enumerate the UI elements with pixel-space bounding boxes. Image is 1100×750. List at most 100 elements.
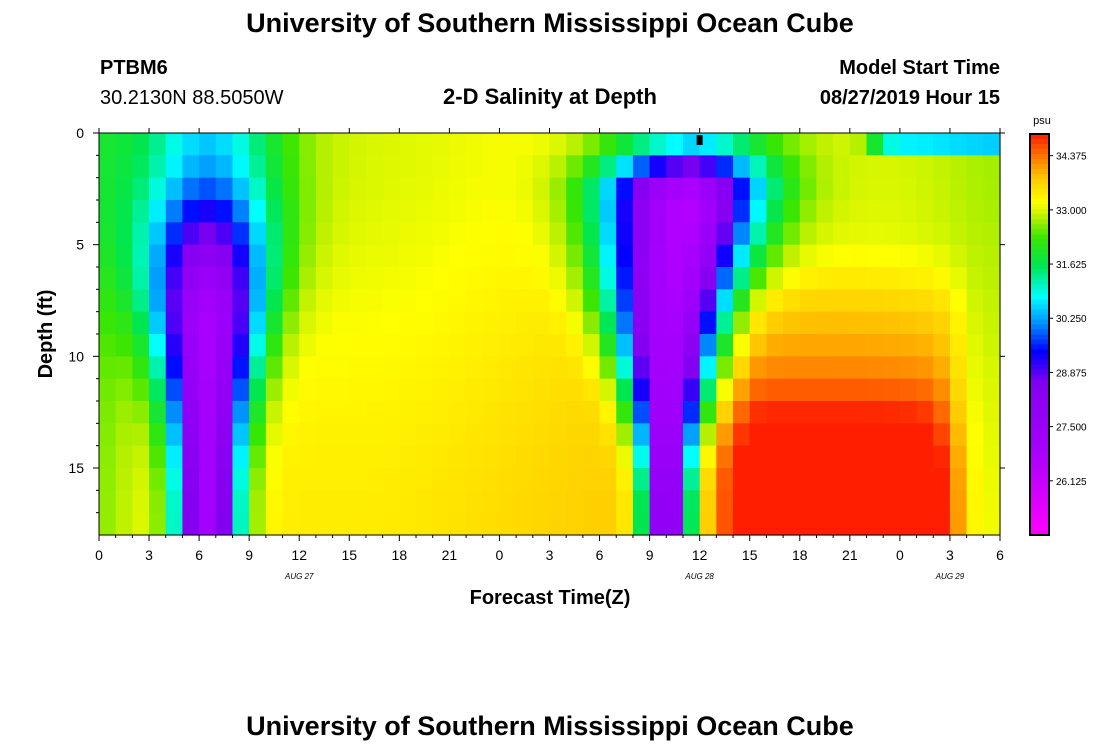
heatmap-cell bbox=[382, 311, 400, 335]
heatmap-cell bbox=[632, 490, 651, 514]
heatmap-cell bbox=[199, 334, 217, 357]
heatmap-cell bbox=[716, 155, 734, 179]
heatmap-cell bbox=[299, 133, 317, 156]
heatmap-cell bbox=[866, 356, 884, 380]
heatmap-cell bbox=[966, 512, 984, 536]
colorbar-segment bbox=[1030, 259, 1049, 265]
colorbar-segment bbox=[1030, 289, 1049, 295]
heatmap-cell bbox=[566, 222, 584, 246]
heatmap-cell bbox=[215, 289, 234, 313]
heatmap-cell bbox=[416, 468, 434, 491]
heatmap-cell bbox=[816, 267, 834, 290]
heatmap-cell bbox=[899, 267, 918, 290]
heatmap-cell bbox=[899, 490, 918, 514]
heatmap-cell bbox=[899, 468, 918, 491]
plot-title: 2-D Salinity at Depth bbox=[443, 84, 657, 109]
heatmap-cell bbox=[115, 512, 133, 536]
colorbar-segment bbox=[1030, 434, 1049, 441]
colorbar-segment bbox=[1030, 139, 1049, 145]
heatmap-cell bbox=[249, 423, 267, 447]
heatmap-cell bbox=[733, 177, 751, 201]
heatmap-cell bbox=[883, 177, 901, 201]
heatmap-cell bbox=[365, 445, 384, 469]
heatmap-cell bbox=[866, 200, 884, 223]
heatmap-cell bbox=[299, 512, 317, 536]
heatmap-cell bbox=[766, 289, 784, 313]
heatmap-cell bbox=[716, 222, 734, 246]
heatmap-cell bbox=[649, 378, 667, 402]
heatmap-cell bbox=[849, 401, 868, 424]
colorbar-tick-label: 31.625 bbox=[1056, 260, 1087, 271]
heatmap-cell bbox=[582, 334, 601, 357]
heatmap-cell bbox=[182, 222, 200, 246]
heatmap-cell bbox=[416, 423, 434, 447]
heatmap-cell bbox=[749, 423, 768, 447]
heatmap-cell bbox=[966, 378, 984, 402]
heatmap-cell bbox=[933, 468, 951, 491]
heatmap-cell bbox=[99, 512, 117, 536]
heatmap-cell bbox=[616, 401, 634, 424]
heatmap-cell bbox=[149, 334, 167, 357]
heatmap-cell bbox=[766, 133, 784, 156]
heatmap-cell bbox=[182, 155, 200, 179]
heatmap-cell bbox=[315, 401, 334, 424]
heatmap-cell bbox=[816, 334, 834, 357]
heatmap-cell bbox=[649, 334, 667, 357]
heatmap-cell bbox=[749, 177, 768, 201]
heatmap-cell bbox=[783, 423, 801, 447]
heatmap-cell bbox=[632, 177, 651, 201]
heatmap-cell bbox=[215, 490, 234, 514]
heatmap-cell bbox=[382, 334, 400, 357]
heatmap-cell bbox=[416, 334, 434, 357]
heatmap-cell bbox=[466, 311, 484, 335]
heatmap-cell bbox=[783, 356, 801, 380]
heatmap-cell bbox=[549, 244, 567, 268]
heatmap-cell bbox=[716, 378, 734, 402]
heatmap-cell bbox=[616, 311, 634, 335]
colorbar-segment bbox=[1030, 489, 1049, 496]
heatmap-cell bbox=[599, 222, 617, 246]
heatmap-cell bbox=[682, 155, 701, 179]
heatmap-cell bbox=[666, 177, 684, 201]
heatmap-cell bbox=[833, 155, 851, 179]
x-tick-label: 21 bbox=[842, 547, 858, 563]
heatmap-cell bbox=[883, 222, 901, 246]
heatmap-cell bbox=[799, 334, 818, 357]
heatmap-cell bbox=[249, 222, 267, 246]
heatmap-cell bbox=[549, 222, 567, 246]
heatmap-cell bbox=[516, 267, 534, 290]
colorbar-segment bbox=[1030, 419, 1049, 426]
heatmap-cell bbox=[165, 244, 184, 268]
colorbar-segment bbox=[1030, 314, 1049, 321]
heatmap-cell bbox=[365, 423, 384, 447]
heatmap-cell bbox=[916, 133, 934, 156]
heatmap-cell bbox=[299, 311, 317, 335]
heatmap-cell bbox=[883, 200, 901, 223]
heatmap-cell bbox=[432, 490, 450, 514]
heatmap-cell bbox=[282, 155, 300, 179]
heatmap-cell bbox=[182, 445, 200, 469]
heatmap-cell bbox=[499, 401, 517, 424]
heatmap-cell bbox=[933, 490, 951, 514]
colorbar-segment bbox=[1030, 334, 1049, 341]
heatmap-cell bbox=[399, 289, 417, 313]
heatmap-cell bbox=[632, 155, 651, 179]
heatmap-cell bbox=[199, 468, 217, 491]
heatmap-cell bbox=[482, 356, 501, 380]
heatmap-cell bbox=[649, 222, 667, 246]
colorbar-segment bbox=[1030, 444, 1049, 451]
colorbar-segment bbox=[1030, 254, 1049, 260]
heatmap-cell bbox=[682, 311, 701, 335]
heatmap-cell bbox=[149, 244, 167, 268]
heatmap-cell bbox=[499, 490, 517, 514]
heatmap-cell bbox=[115, 222, 133, 246]
heatmap-cell bbox=[199, 401, 217, 424]
heatmap-cell bbox=[866, 155, 884, 179]
heatmap-cell bbox=[466, 133, 484, 156]
heatmap-cell bbox=[199, 289, 217, 313]
heatmap-cell bbox=[699, 356, 717, 380]
heatmap-cell bbox=[149, 155, 167, 179]
heatmap-cell bbox=[165, 512, 184, 536]
heatmap-cell bbox=[215, 244, 234, 268]
heatmap-cells bbox=[99, 133, 1001, 536]
